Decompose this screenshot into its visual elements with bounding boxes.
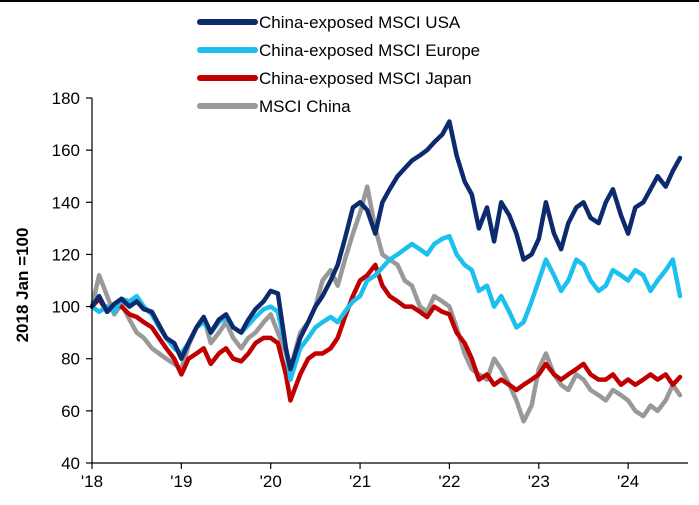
axes-layer: 40 60 80 100 120 140 160 180 '18 '19 '20 '21 '22 '23 '… — [52, 89, 688, 491]
y-tick-label: 140 — [52, 193, 80, 212]
y-tick-label: 120 — [52, 245, 80, 264]
top-border-line — [0, 0, 699, 2]
series-layer — [89, 119, 683, 424]
series-line-4 — [89, 184, 683, 424]
x-tick-label: '18 — [81, 472, 103, 491]
x-tick-label: '23 — [528, 472, 550, 491]
x-tick-label: '24 — [617, 472, 639, 491]
legend-label-3: China-exposed MSCI Japan — [259, 69, 472, 88]
series-line-3 — [89, 262, 683, 403]
x-tick-label: '19 — [170, 472, 192, 491]
legend: China-exposed MSCI USA China-exposed MSCI… — [197, 13, 480, 116]
y-tick-label: 180 — [52, 89, 80, 108]
series-line-1 — [89, 119, 683, 372]
legend-label-1: China-exposed MSCI USA — [259, 13, 461, 32]
y-axis-label: 2018 Jan =100 — [13, 228, 32, 343]
x-tick-label: '22 — [438, 472, 460, 491]
x-tick-label: '21 — [349, 472, 371, 491]
y-tick-label: 160 — [52, 141, 80, 160]
y-tick-label: 40 — [61, 454, 80, 473]
y-tick-label: 60 — [61, 402, 80, 421]
legend-label-2: China-exposed MSCI Europe — [259, 41, 480, 60]
x-tick-label: '20 — [260, 472, 282, 491]
y-tick-label: 100 — [52, 298, 80, 317]
y-tick-label: 80 — [61, 350, 80, 369]
legend-label-4: MSCI China — [259, 97, 351, 116]
